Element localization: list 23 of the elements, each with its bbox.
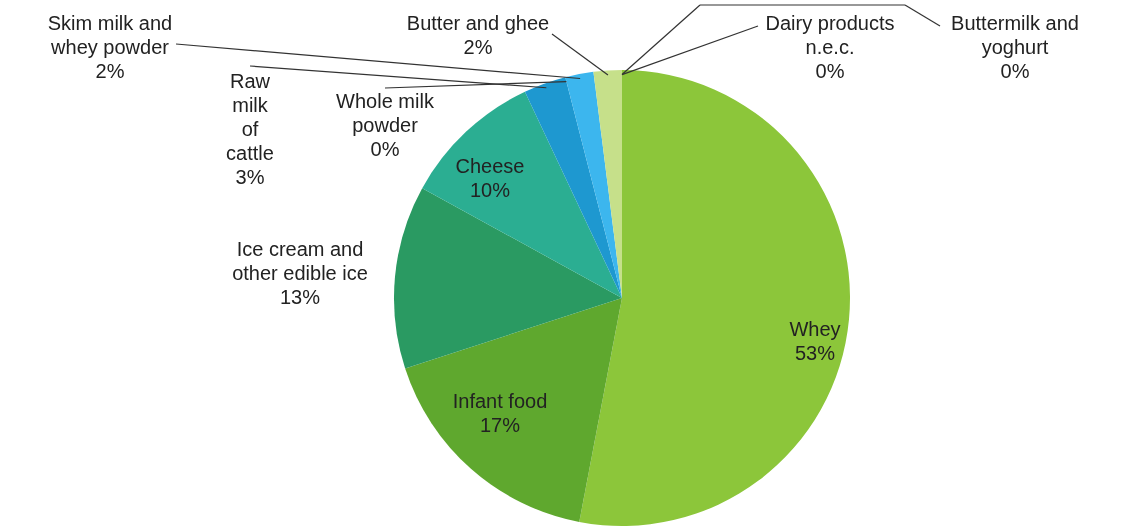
slice-label: Infant food [452,390,548,412]
pie-slice [565,71,622,298]
category-label: Dairy products n.e.c. [765,12,895,58]
legend-label: Buttermilk and yoghurt [951,12,1079,58]
slice-label: Skim milk and whey powder [47,12,173,58]
text: 0% [1000,60,1030,82]
pie-slice [405,298,622,522]
data-label: 17% [479,414,521,436]
slice-label: Whey [789,318,841,340]
data-label: 10% [469,179,511,201]
data-label: 2% [95,60,125,82]
slice-label: Ice cream and other edible ice [232,238,368,284]
slice-label: Raw milk of cattle [226,70,274,164]
data-label: 53% [794,342,836,364]
slice-label: Butter and ghee [406,12,550,34]
pie-slice [524,77,622,298]
data-label: 3% [235,166,265,188]
text: 0% [370,138,400,160]
text: 0% [815,60,845,82]
data-label: 13% [279,286,321,308]
slice-label: Cheese [455,155,525,177]
category-label: Whole milk powder [336,90,434,136]
data-label: 2% [463,36,493,58]
